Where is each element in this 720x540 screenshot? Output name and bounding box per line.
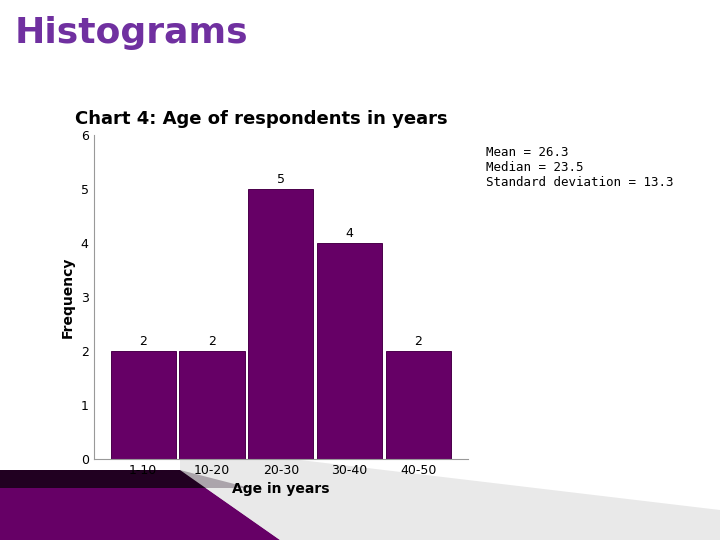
X-axis label: Age in years: Age in years: [232, 482, 330, 496]
Text: Mean = 26.3
Median = 23.5
Standard deviation = 13.3: Mean = 26.3 Median = 23.5 Standard devia…: [486, 146, 673, 189]
Text: 2: 2: [415, 335, 422, 348]
Text: 2: 2: [140, 335, 147, 348]
Polygon shape: [0, 470, 250, 488]
Y-axis label: Frequency: Frequency: [61, 256, 75, 338]
Bar: [111, 351, 176, 459]
Text: 2: 2: [208, 335, 216, 348]
Bar: [248, 189, 313, 459]
Text: Histograms: Histograms: [14, 16, 248, 50]
Text: 4: 4: [346, 227, 354, 240]
Bar: [179, 351, 245, 459]
Bar: [386, 351, 451, 459]
Text: 5: 5: [276, 173, 285, 186]
Polygon shape: [0, 470, 280, 540]
Polygon shape: [180, 460, 720, 540]
Bar: [317, 243, 382, 459]
Text: Chart 4: Age of respondents in years: Chart 4: Age of respondents in years: [75, 110, 448, 128]
